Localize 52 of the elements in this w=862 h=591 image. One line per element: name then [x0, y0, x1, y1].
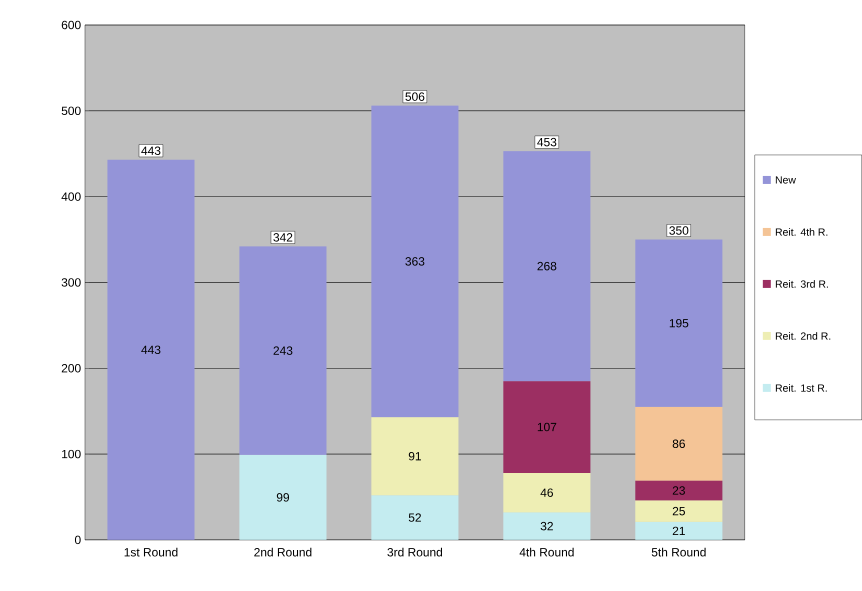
data-label: 195 [670, 319, 688, 328]
legend-label: Reit. 2nd R. [776, 332, 830, 340]
total-label: 342 [273, 233, 292, 242]
bar [107, 160, 195, 540]
bar [371, 417, 458, 496]
legend-label: New [776, 176, 796, 184]
bar [503, 473, 590, 512]
bar [635, 522, 722, 540]
bar [503, 512, 590, 540]
bar [503, 151, 590, 382]
data-label: 268 [537, 262, 556, 270]
y-tick-label: 0 [74, 536, 81, 544]
bar [635, 500, 722, 522]
bar [635, 240, 722, 407]
legend-label: Reit. 1st R. [776, 384, 827, 392]
data-label: 32 [540, 522, 553, 530]
legend-label: Reit. 3rd R. [776, 280, 828, 288]
bar [239, 454, 326, 540]
total-label: 506 [405, 92, 424, 101]
data-label: 86 [672, 440, 685, 448]
bar [239, 246, 326, 455]
bar [503, 381, 590, 473]
x-tick-label: 2nd Round [254, 548, 312, 557]
y-tick-label: 200 [62, 364, 81, 373]
y-tick-label: 600 [62, 20, 81, 30]
data-label: 52 [408, 513, 421, 522]
bar [635, 480, 722, 500]
bar [371, 106, 458, 418]
bar [371, 495, 458, 540]
bar [635, 406, 722, 481]
y-tick-label: 400 [61, 192, 81, 201]
data-label: 99 [276, 493, 290, 502]
total-label: 350 [669, 226, 688, 235]
total-label: 453 [537, 138, 556, 146]
x-tick-label: 4th Round [520, 548, 574, 557]
y-tick-label: 100 [62, 450, 81, 458]
data-label: 21 [672, 526, 685, 536]
data-label: 91 [408, 452, 421, 460]
data-label: 363 [405, 257, 424, 266]
data-label: 46 [540, 488, 553, 497]
data-label: 23 [672, 486, 685, 495]
data-label: 107 [538, 422, 556, 432]
x-tick-label: 1st Round [124, 548, 178, 557]
data-label: 443 [141, 346, 160, 354]
data-label: 243 [274, 346, 292, 355]
data-label: 25 [672, 506, 685, 516]
legend-label: Reit. 4th R. [776, 228, 828, 236]
y-tick-label: 500 [62, 106, 81, 116]
x-tick-label: 5th Round [652, 548, 706, 557]
x-tick-label: 3rd Round [387, 548, 442, 557]
y-tick-label: 300 [62, 278, 81, 287]
total-label: 443 [141, 146, 160, 156]
